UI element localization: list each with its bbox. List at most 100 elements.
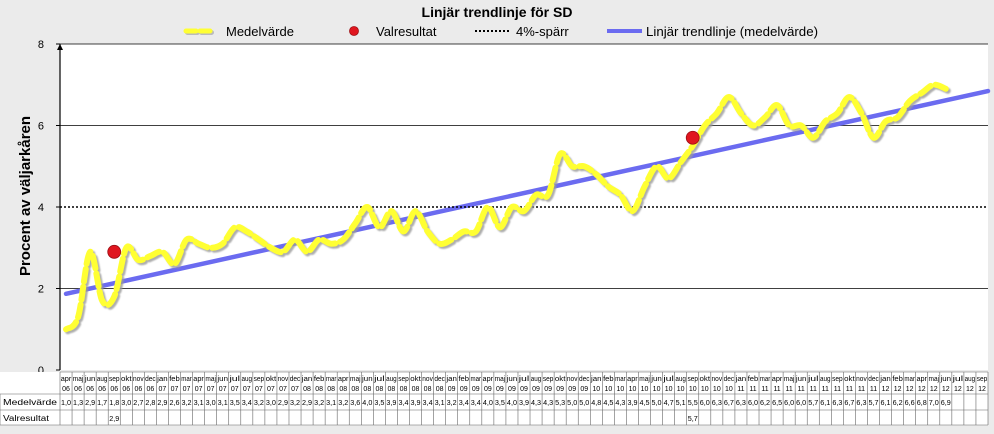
- table-month-year: 11: [773, 386, 780, 393]
- table-month-name: maj: [205, 376, 216, 383]
- table-month-name: feb: [169, 376, 180, 383]
- table-medelvarde-value: 6,1: [881, 398, 891, 407]
- table-month-year: 06: [146, 386, 154, 393]
- table-month-name: okt: [700, 376, 711, 383]
- table-month-year: 09: [496, 386, 504, 393]
- table-month-name: jul: [517, 376, 530, 383]
- table-medelvarde-value: 5,1: [676, 398, 686, 407]
- table-medelvarde-value: 4,0: [507, 398, 517, 407]
- table-month-name: jun: [795, 376, 807, 383]
- table-month-name: feb: [892, 376, 903, 383]
- table-medelvarde-value: 3,6: [350, 398, 360, 407]
- table-month-name: dec: [724, 376, 735, 383]
- table-month-name: aug: [531, 376, 542, 383]
- table-month-year: 09: [508, 386, 516, 393]
- legend-medelvarde-label: Medelvärde: [226, 24, 294, 39]
- table-medelvarde-value: 1,0: [61, 398, 71, 407]
- table-medelvarde-value: 2,9: [302, 398, 312, 407]
- table-month-name: apr: [483, 376, 494, 383]
- table-medelvarde-value: 5,0: [579, 398, 589, 407]
- table-medelvarde-value: 3,9: [519, 398, 529, 407]
- table-month-year: 06: [86, 386, 94, 393]
- table-month-year: 06: [122, 386, 130, 393]
- table-valresultat-value: 2,9: [109, 414, 119, 423]
- table-medelvarde-value: 6,2: [893, 398, 903, 407]
- table-medelvarde-value: 6,2: [760, 398, 770, 407]
- table-medelvarde-value: 4,3: [543, 398, 553, 407]
- table-month-name: okt: [410, 376, 421, 383]
- table-medelvarde-value: 5,5: [688, 398, 698, 407]
- table-month-year: 07: [219, 386, 227, 393]
- table-month-year: 06: [98, 386, 106, 393]
- legend-sparr-label: 4%-spärr: [516, 24, 569, 39]
- table-month-name: mar: [904, 376, 915, 383]
- table-month-name: dec: [290, 376, 301, 383]
- table-month-year: 11: [822, 386, 829, 393]
- table-month-year: 12: [942, 386, 950, 393]
- table-medelvarde-value: 6,0: [748, 398, 758, 407]
- table-month-year: 07: [183, 386, 191, 393]
- table-month-name: jun: [361, 376, 373, 383]
- table-medelvarde-value: 3,4: [242, 398, 252, 407]
- table-month-name: mar: [181, 376, 192, 383]
- table-month-year: 10: [592, 386, 600, 393]
- table-month-name: sep: [254, 376, 265, 383]
- table-month-year: 11: [786, 386, 793, 393]
- table-month-name: sep: [687, 376, 698, 383]
- table-month-year: 08: [327, 386, 335, 393]
- table-month-name: jul: [951, 376, 964, 383]
- table-month-year: 08: [315, 386, 323, 393]
- table-row-label-medelvarde: Medelvärde: [3, 398, 58, 407]
- table-medelvarde-value: 6,1: [820, 398, 830, 407]
- table-medelvarde-value: 2,9: [157, 398, 167, 407]
- table-medelvarde-value: 3,4: [423, 398, 433, 407]
- chart-title: Linjär trendlinje för SD: [422, 4, 573, 20]
- table-month-name: apr: [772, 376, 783, 383]
- table-medelvarde-value: 3,9: [386, 398, 396, 407]
- table-month-name: aug: [386, 376, 397, 383]
- table-medelvarde-value: 3,4: [398, 398, 408, 407]
- table-medelvarde-value: 6,0: [784, 398, 794, 407]
- table-month-year: 10: [677, 386, 685, 393]
- table-month-name: maj: [73, 376, 84, 383]
- legend-valresultat-marker: [350, 27, 359, 36]
- table-month-name: apr: [627, 376, 638, 383]
- table-month-name: dec: [434, 376, 445, 383]
- table-medelvarde-value: 6,3: [832, 398, 842, 407]
- table-medelvarde-value: 3,5: [230, 398, 240, 407]
- table-month-name: nov: [567, 376, 578, 383]
- table-month-name: jul: [806, 376, 819, 383]
- table-month-name: feb: [603, 376, 614, 383]
- table-month-year: 09: [556, 386, 564, 393]
- table-month-year: 11: [737, 386, 744, 393]
- table-medelvarde-value: 3,2: [254, 398, 264, 407]
- table-month-year: 09: [544, 386, 552, 393]
- data-table: MedelvärdeValresultatapr061,0maj061,3jun…: [0, 372, 988, 425]
- table-medelvarde-value: 6,0: [700, 398, 710, 407]
- table-medelvarde-value: 3,2: [182, 398, 192, 407]
- valresultat-marker: [686, 131, 699, 144]
- table-month-name: sep: [109, 376, 120, 383]
- table-medelvarde-value: 6,8: [917, 398, 927, 407]
- table-medelvarde-value: 5,7: [868, 398, 878, 407]
- table-month-name: jun: [939, 376, 951, 383]
- table-month-name: apr: [338, 376, 349, 383]
- table-month-name: apr: [193, 376, 204, 383]
- table-medelvarde-value: 1,3: [73, 398, 83, 407]
- table-month-year: 07: [171, 386, 179, 393]
- table-medelvarde-value: 4,3: [615, 398, 625, 407]
- table-month-name: maj: [928, 376, 939, 383]
- table-month-year: 09: [460, 386, 468, 393]
- table-month-name: jan: [301, 376, 313, 383]
- table-month-year: 10: [641, 386, 649, 393]
- table-medelvarde-value: 6,3: [736, 398, 746, 407]
- table-month-year: 12: [882, 386, 890, 393]
- table-medelvarde-value: 4,5: [603, 398, 613, 407]
- table-month-name: aug: [675, 376, 686, 383]
- table-month-name: mar: [760, 376, 771, 383]
- table-medelvarde-value: 5,0: [652, 398, 662, 407]
- table-month-year: 11: [846, 386, 853, 393]
- table-month-name: mar: [471, 376, 482, 383]
